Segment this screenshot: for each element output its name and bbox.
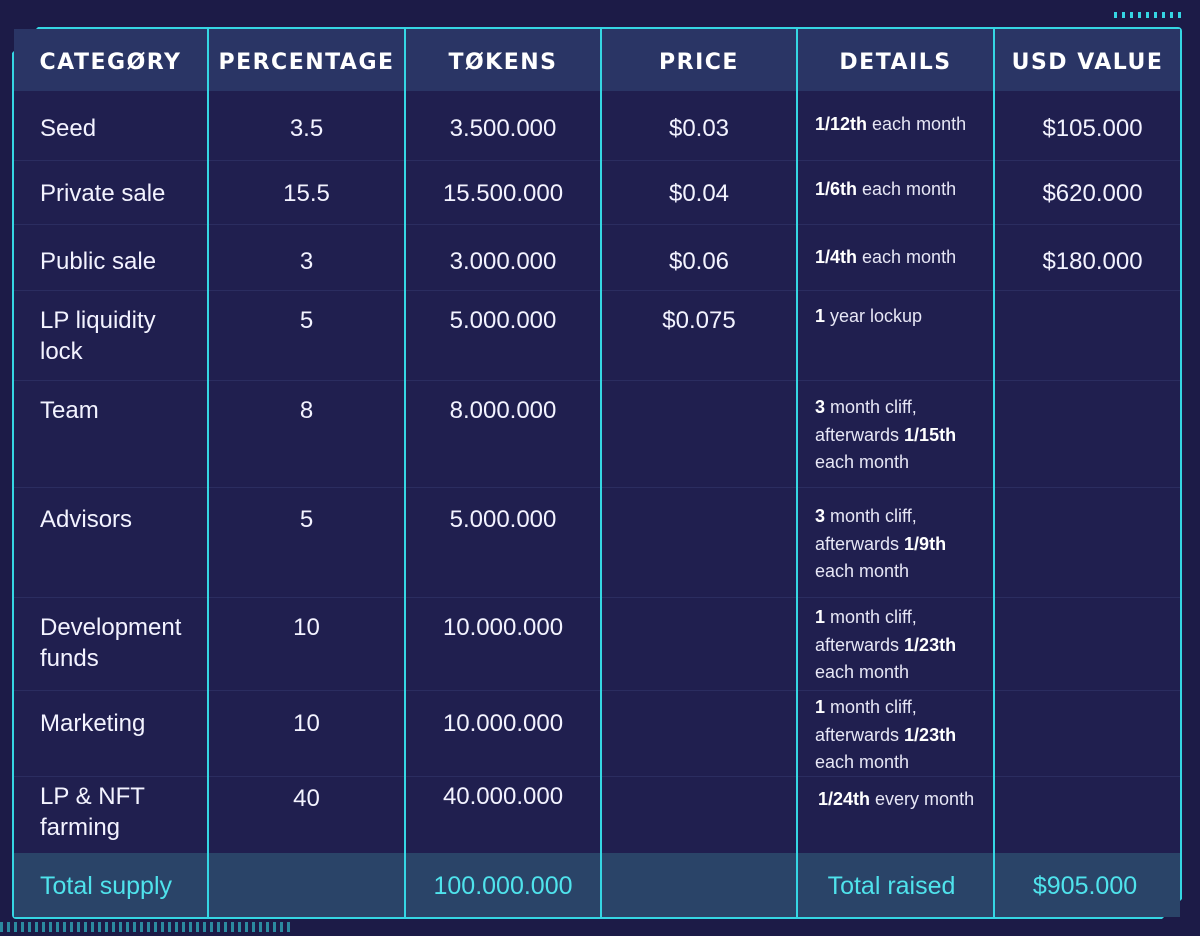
header-usd-value: USD VALUE bbox=[1011, 50, 1164, 75]
column-divider bbox=[404, 29, 406, 919]
cell-percentage: 10 bbox=[293, 710, 320, 737]
cell-details: 1 month cliff, afterwards 1/23th each mont… bbox=[815, 697, 957, 772]
cell-percentage: 10 bbox=[293, 614, 320, 641]
total-supply-label: Total supply bbox=[40, 872, 173, 900]
cell-tokens: 3.000.000 bbox=[449, 248, 557, 275]
decorative-dots-top bbox=[1114, 12, 1186, 18]
cell-category: Development funds bbox=[40, 614, 182, 672]
column-divider bbox=[993, 29, 995, 919]
cell-tokens: 10.000.000 bbox=[442, 614, 564, 641]
cell-tokens: 8.000.000 bbox=[449, 397, 557, 424]
row-divider bbox=[14, 380, 1180, 381]
cell-tokens: 40.000.000 bbox=[442, 783, 564, 810]
header-tokens: TØKENS bbox=[448, 50, 558, 75]
cell-category: LP & NFT farming bbox=[40, 783, 145, 841]
header-price: PRICE bbox=[659, 50, 739, 75]
cell-percentage: 5 bbox=[299, 307, 314, 334]
cell-category: Private sale bbox=[40, 180, 166, 207]
cell-details: 1 year lockup bbox=[815, 306, 923, 326]
cell-price: $0.04 bbox=[668, 180, 730, 207]
row-divider bbox=[14, 776, 1180, 777]
row-divider bbox=[14, 290, 1180, 291]
row-divider bbox=[14, 224, 1180, 225]
cell-details: 1/24th every month bbox=[818, 789, 975, 809]
cell-details: 3 month cliff, afterwards 1/9th each month bbox=[815, 506, 947, 581]
total-supply-value: 100.000.000 bbox=[433, 872, 573, 900]
cell-percentage: 40 bbox=[293, 785, 320, 812]
row-divider bbox=[14, 597, 1180, 598]
cell-percentage: 5 bbox=[299, 506, 314, 533]
cell-details: 1/12th each month bbox=[815, 114, 967, 134]
cell-tokens: 5.000.000 bbox=[449, 506, 557, 533]
cell-tokens: 10.000.000 bbox=[442, 710, 564, 737]
cell-price: $0.06 bbox=[668, 248, 730, 275]
total-raised-value: $905.000 bbox=[1032, 872, 1138, 900]
cell-percentage: 8 bbox=[299, 397, 314, 424]
cell-tokens: 15.500.000 bbox=[442, 180, 564, 207]
column-divider bbox=[600, 29, 602, 919]
cell-category: Advisors bbox=[40, 506, 133, 533]
cell-price: $0.075 bbox=[662, 307, 736, 334]
column-divider bbox=[207, 29, 209, 919]
header-details: DETAILS bbox=[839, 50, 952, 75]
cell-tokens: 3.500.000 bbox=[449, 115, 557, 142]
row-divider bbox=[14, 160, 1180, 161]
row-divider bbox=[14, 487, 1180, 488]
header-percentage: PERCENTAGE bbox=[218, 50, 395, 75]
decorative-dots-bottom bbox=[0, 922, 290, 932]
column-divider bbox=[796, 29, 798, 919]
cell-category: Public sale bbox=[40, 248, 157, 275]
cell-tokens: 5.000.000 bbox=[449, 307, 557, 334]
cell-usd-value: $105.000 bbox=[1042, 115, 1143, 142]
cell-category: LP liquidity lock bbox=[40, 307, 156, 365]
cell-details: 3 month cliff, afterwards 1/15th each mont… bbox=[815, 397, 957, 472]
header-category: CATEGØRY bbox=[39, 50, 182, 75]
cell-usd-value: $620.000 bbox=[1042, 180, 1143, 207]
cell-percentage: 3.5 bbox=[289, 115, 324, 142]
cell-details: 1/4th each month bbox=[815, 247, 957, 267]
cell-price: $0.03 bbox=[668, 115, 730, 142]
cell-details: 1/6th each month bbox=[815, 179, 957, 199]
cell-usd-value: $180.000 bbox=[1042, 248, 1143, 275]
cell-category: Team bbox=[40, 397, 99, 424]
cell-details: 1 month cliff, afterwards 1/23th each mont… bbox=[815, 607, 957, 682]
cell-category: Seed bbox=[40, 115, 97, 142]
row-divider bbox=[14, 690, 1180, 691]
cell-percentage: 3 bbox=[299, 248, 314, 275]
cell-category: Marketing bbox=[40, 710, 146, 737]
cell-percentage: 15.5 bbox=[283, 180, 330, 207]
total-raised-label: Total raised bbox=[827, 872, 956, 900]
